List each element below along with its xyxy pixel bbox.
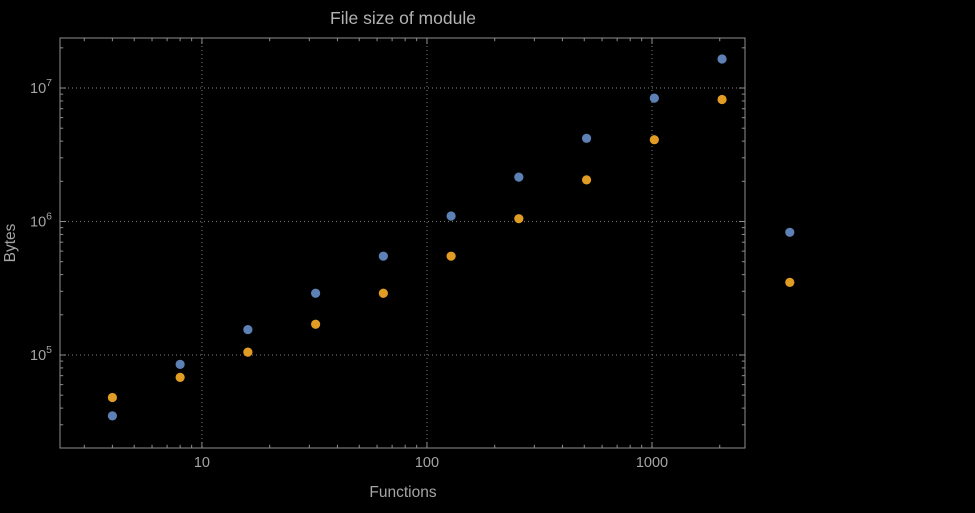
data-point-orange bbox=[243, 347, 253, 357]
x-tick-label: 10 bbox=[194, 455, 210, 471]
chart-title: File size of module bbox=[330, 8, 476, 28]
data-point-blue bbox=[446, 211, 456, 221]
data-point-orange bbox=[717, 94, 727, 105]
data-point-orange bbox=[446, 251, 456, 261]
data-point-blue bbox=[717, 54, 727, 64]
x-tick-label: 100 bbox=[415, 455, 439, 471]
y-tick-label: 106 bbox=[30, 211, 52, 231]
data-point-blue bbox=[649, 93, 659, 103]
data-point-orange bbox=[378, 288, 388, 298]
data-point-blue bbox=[175, 359, 185, 370]
data-point-blue bbox=[785, 227, 795, 237]
data-point-orange bbox=[311, 319, 321, 329]
y-tick-label: 105 bbox=[30, 344, 52, 364]
y-tick-label: 107 bbox=[30, 77, 52, 97]
data-point-blue bbox=[243, 324, 253, 335]
data-point-blue bbox=[378, 251, 388, 261]
data-point-blue bbox=[311, 288, 321, 298]
data-point-blue bbox=[514, 172, 524, 182]
data-point-orange bbox=[581, 175, 592, 185]
x-tick-label: 1000 bbox=[636, 455, 668, 471]
x-axis-label: Functions bbox=[369, 484, 436, 501]
data-point-blue bbox=[107, 411, 117, 421]
y-axis-label: Bytes bbox=[2, 223, 19, 262]
data-point-orange bbox=[175, 372, 185, 382]
axis-ticks bbox=[60, 38, 745, 448]
plot-frame bbox=[59, 37, 746, 449]
data-point-orange bbox=[107, 392, 117, 403]
tick-labels: 10 100 1000 105 106 107 bbox=[30, 77, 668, 471]
data-point-orange bbox=[649, 135, 659, 145]
data-point-blue bbox=[581, 133, 592, 143]
data-point-orange bbox=[785, 277, 795, 287]
data-points bbox=[107, 54, 795, 421]
data-point-orange bbox=[514, 214, 524, 224]
gridlines bbox=[60, 38, 745, 448]
